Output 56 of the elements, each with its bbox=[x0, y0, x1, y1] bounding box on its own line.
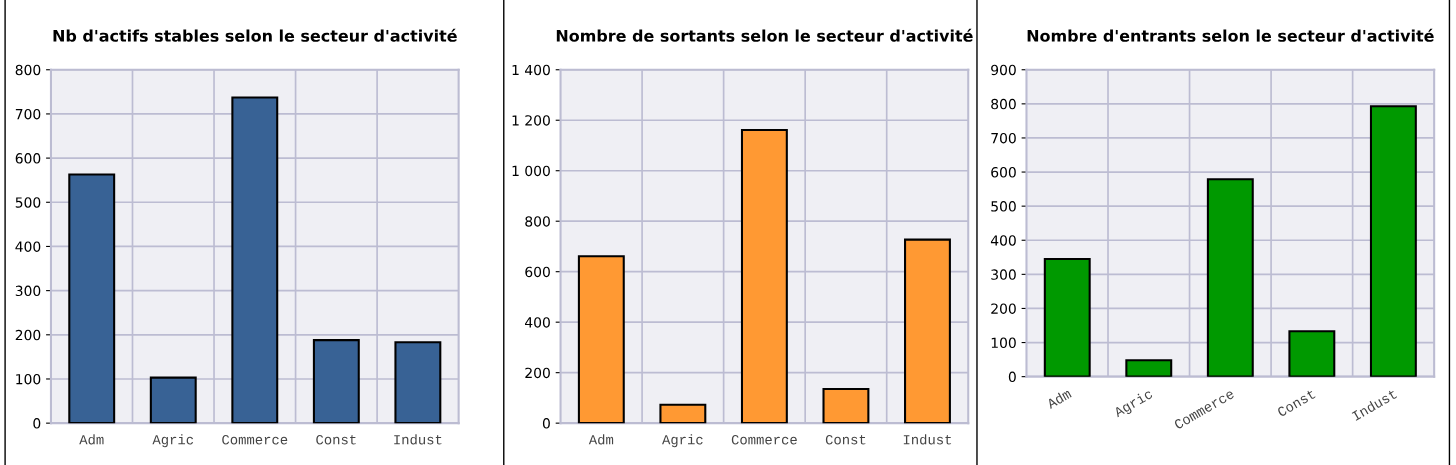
y-tick-label: 500 bbox=[15, 197, 41, 208]
y-tick-label: 800 bbox=[15, 64, 41, 76]
chart-title: Nombre d'entrants selon le secteur d'activité bbox=[1027, 28, 1434, 42]
y-tick-label: 900 bbox=[991, 64, 1016, 76]
x-tick-label: Agric bbox=[662, 434, 703, 448]
y-tick-label: 700 bbox=[991, 132, 1016, 144]
chart-title: Nb d'actifs stables selon le secteur d'activité bbox=[53, 28, 457, 42]
y-tick-label: 500 bbox=[991, 201, 1016, 212]
x-tick-label: Adm bbox=[588, 434, 614, 445]
y-tick-label: 100 bbox=[16, 373, 41, 385]
bar bbox=[1206, 178, 1254, 377]
bar bbox=[394, 341, 442, 424]
y-tick-label: 200 bbox=[15, 329, 41, 341]
x-tick-label: Const bbox=[825, 435, 866, 445]
y-tick-label: 300 bbox=[991, 269, 1016, 280]
x-tick-label: Adm bbox=[79, 434, 104, 445]
y-tick-label: 800 bbox=[991, 98, 1016, 110]
bar bbox=[822, 388, 870, 424]
bar bbox=[149, 376, 197, 424]
y-tick-label: 1 200 bbox=[512, 115, 550, 126]
bar bbox=[312, 339, 360, 424]
bar bbox=[1043, 257, 1091, 377]
bar bbox=[231, 96, 279, 424]
bar bbox=[904, 238, 951, 424]
x-tick-label: Agric bbox=[152, 434, 194, 448]
bar bbox=[577, 255, 625, 424]
y-tick-label: 600 bbox=[15, 153, 41, 164]
x-tick-label: Const bbox=[316, 435, 356, 445]
x-tick-label: Indust bbox=[903, 434, 952, 445]
bar bbox=[1125, 359, 1173, 377]
y-tick-label: 400 bbox=[990, 235, 1016, 246]
y-tick-label: 1 000 bbox=[512, 165, 550, 177]
chart-title: Nombre de sortants selon le secteur d'activité bbox=[556, 28, 973, 42]
y-tick-label: 200 bbox=[525, 367, 550, 379]
y-tick-label: 400 bbox=[525, 317, 550, 328]
y-tick-label: 700 bbox=[15, 108, 41, 120]
y-tick-label: 300 bbox=[15, 285, 41, 297]
y-tick-label: 1 400 bbox=[512, 64, 550, 76]
y-tick-label: 100 bbox=[991, 337, 1016, 349]
y-tick-label: 0 bbox=[33, 418, 41, 429]
x-tick-label: Commerce bbox=[222, 435, 288, 445]
y-tick-label: 600 bbox=[525, 266, 550, 278]
bar bbox=[1369, 105, 1417, 377]
y-tick-label: 800 bbox=[525, 216, 550, 227]
bar bbox=[1288, 330, 1336, 377]
y-tick-label: 0 bbox=[542, 418, 550, 429]
y-tick-label: 600 bbox=[991, 167, 1016, 178]
x-tick-label: Indust bbox=[394, 434, 442, 445]
bar bbox=[659, 403, 707, 424]
y-tick-label: 0 bbox=[1008, 371, 1016, 383]
x-tick-label: Adm bbox=[1045, 388, 1072, 410]
bar bbox=[68, 173, 116, 424]
y-tick-label: 200 bbox=[991, 303, 1016, 314]
bar bbox=[740, 129, 788, 424]
y-tick-label: 400 bbox=[15, 241, 41, 252]
x-tick-label: Commerce bbox=[731, 435, 797, 445]
